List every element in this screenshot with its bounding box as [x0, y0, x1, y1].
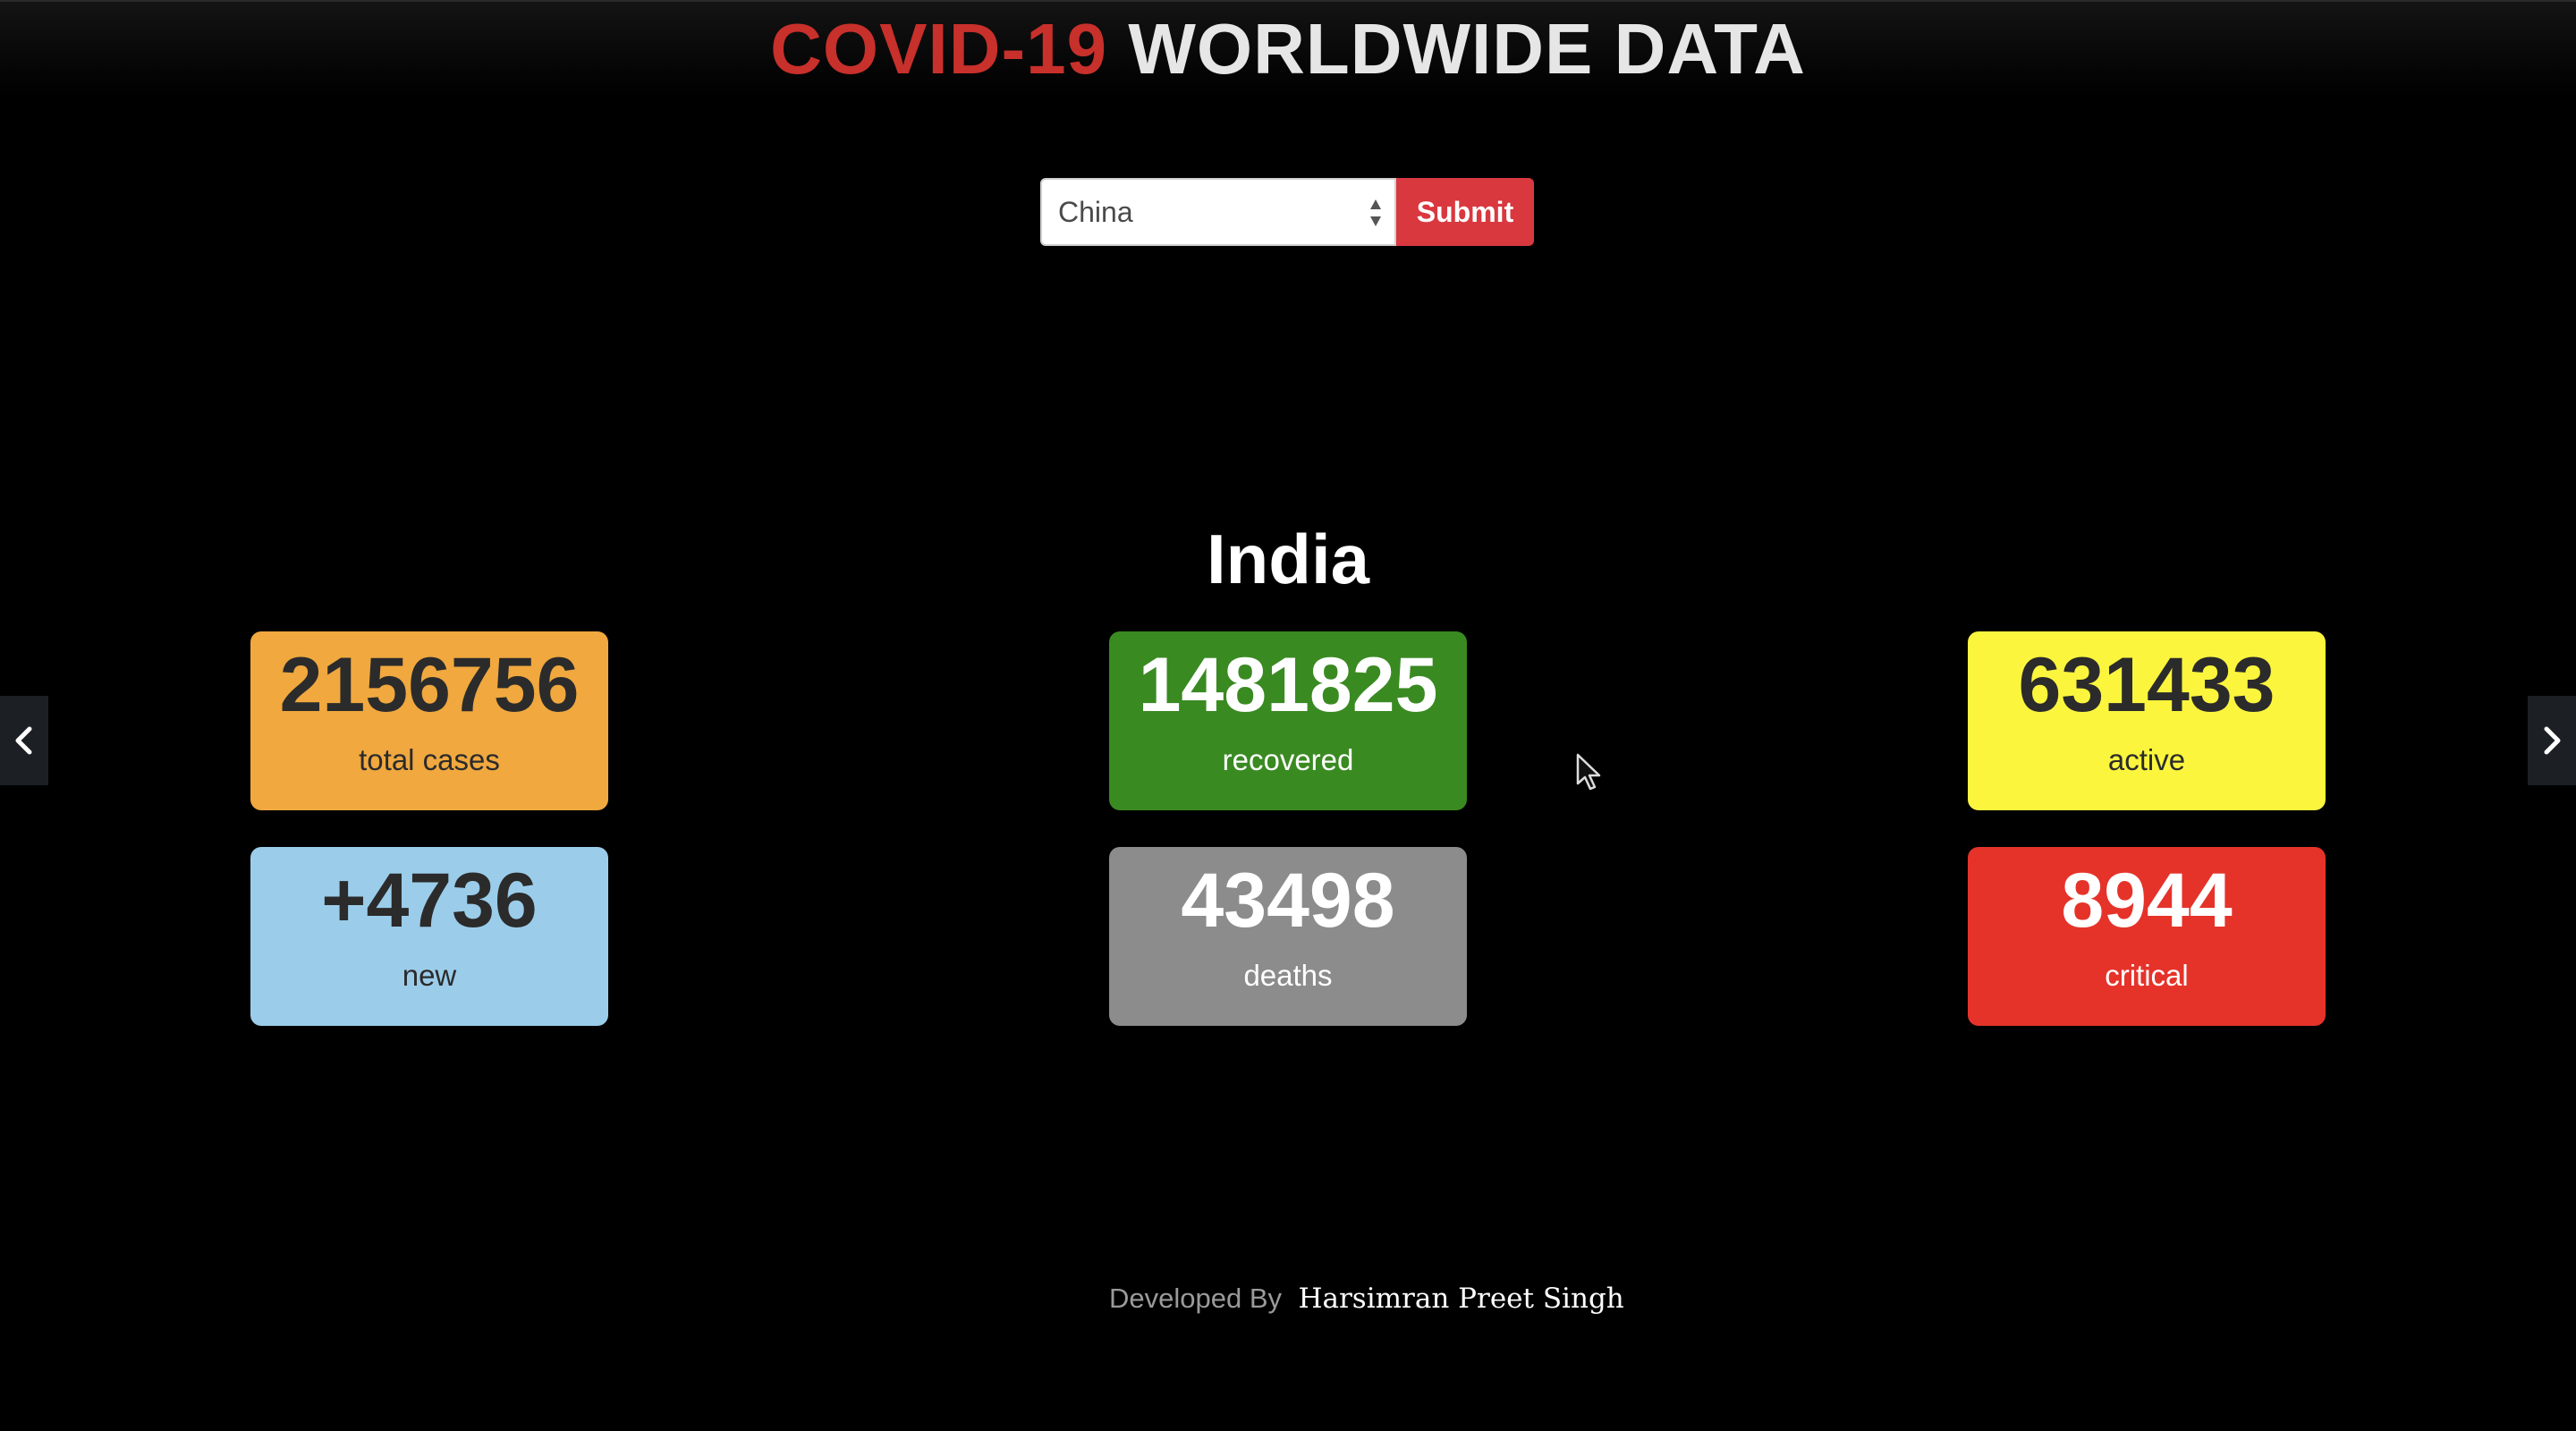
chevron-left-icon: [15, 726, 32, 755]
recovered-card: 1481825 recovered: [1109, 631, 1467, 810]
title-worldwide-data: WORLDWIDE DATA: [1128, 9, 1806, 89]
mouse-cursor-icon: [1576, 753, 1601, 791]
active-card: 631433 active: [1968, 631, 2326, 810]
new-cases-value: +4736: [321, 858, 538, 944]
total-cases-card: 2156756 total cases: [250, 631, 608, 810]
submit-button[interactable]: Submit: [1396, 178, 1534, 246]
prev-slide-button[interactable]: [0, 696, 48, 785]
chevron-right-icon: [2544, 726, 2561, 755]
deaths-label: deaths: [1243, 959, 1333, 992]
header-bar: COVID-19 WORLDWIDE DATA: [0, 0, 2576, 98]
recovered-label: recovered: [1222, 743, 1354, 776]
deaths-value: 43498: [1181, 858, 1395, 944]
critical-card: 8944 critical: [1968, 847, 2326, 1026]
new-cases-card: +4736 new: [250, 847, 608, 1026]
new-cases-label: new: [402, 959, 457, 992]
author-name: Harsimran Preet Singh: [1298, 1283, 1624, 1315]
total-cases-value: 2156756: [279, 642, 580, 728]
active-value: 631433: [2018, 642, 2275, 728]
recovered-value: 1481825: [1138, 642, 1438, 728]
title-covid: COVID-19: [770, 9, 1108, 89]
country-select[interactable]: China: [1040, 178, 1396, 246]
country-form: China Submit: [1040, 178, 1534, 246]
select-arrows-icon: [1370, 199, 1381, 226]
next-slide-button[interactable]: [2528, 696, 2576, 785]
total-cases-label: total cases: [359, 743, 500, 776]
deaths-card: 43498 deaths: [1109, 847, 1467, 1026]
critical-label: critical: [2105, 959, 2189, 992]
country-heading: India: [1206, 520, 1369, 598]
footer: Developed By Harsimran Preet Singh: [1109, 1276, 1624, 1321]
critical-value: 8944: [2061, 858, 2233, 944]
country-select-value: China: [1058, 196, 1133, 228]
active-label: active: [2107, 743, 2186, 776]
page-title: COVID-19 WORLDWIDE DATA: [0, 9, 2576, 89]
developed-by-label: Developed By: [1109, 1283, 1283, 1314]
